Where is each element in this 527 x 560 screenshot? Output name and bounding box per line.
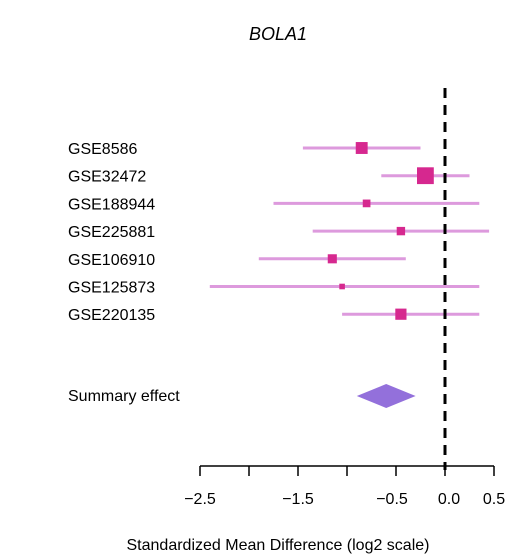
chart-title: BOLA1 [249,24,307,44]
study-label: GSE125873 [68,280,155,297]
study-label: GSE225881 [68,224,155,241]
study-row: GSE106910 [68,252,406,269]
summary-label: Summary effect [68,388,180,405]
effect-size-marker [396,226,406,236]
effect-size-marker [355,142,368,154]
effect-size-marker [339,283,345,290]
study-row: GSE188944 [68,196,480,213]
study-row: GSE32472 [68,167,470,186]
study-label: GSE106910 [68,252,155,269]
study-row: GSE225881 [68,224,490,241]
summary-diamond [356,384,416,408]
study-label: GSE188944 [68,196,155,213]
study-label: GSE8586 [68,141,137,158]
summary-row: Summary effect [68,384,416,408]
effect-size-marker [417,167,434,185]
study-rows: GSE8586 GSE32472 GSE188944 GSE225881 GSE1069… [68,141,490,324]
x-tick-label: 0.5 [483,491,505,508]
x-tick-label: −1.5 [282,491,314,508]
effect-size-marker [395,308,407,320]
x-tick-label: −0.5 [376,491,408,508]
study-row: GSE220135 [68,307,480,324]
effect-size-marker [362,199,371,208]
x-tick-label: 0.0 [438,491,460,508]
x-axis-title: Standardized Mean Difference (log2 scale… [127,537,430,554]
study-label: GSE32472 [68,169,146,186]
study-row: GSE8586 [68,141,421,158]
effect-size-marker [327,254,337,264]
x-tick-label: −2.5 [184,491,216,508]
x-axis: −2.5 −1.5 −0.5 0.0 0.5 [184,465,505,508]
study-label: GSE220135 [68,307,155,324]
study-row: GSE125873 [68,280,480,297]
